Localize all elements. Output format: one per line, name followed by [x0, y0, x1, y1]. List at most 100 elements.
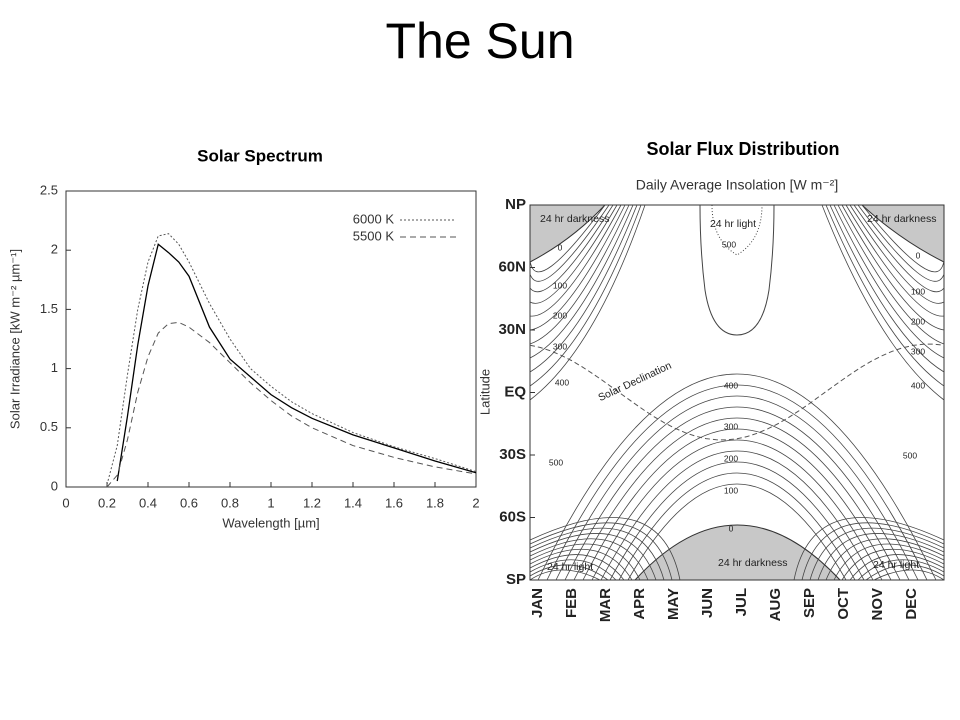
- contour-line: [817, 533, 945, 581]
- plot-frame: [529, 204, 945, 581]
- contour-line: [833, 543, 945, 581]
- slide-title: The Sun: [385, 13, 574, 69]
- contour-line: [809, 527, 945, 581]
- annotation: 24 hr darkness: [867, 213, 936, 225]
- x-tick-label: 0.8: [221, 495, 239, 510]
- x-tick-label: MAR: [597, 588, 614, 622]
- chart-title: Solar Spectrum: [197, 146, 323, 165]
- y-axis-label: Solar Irradiance [kW m⁻² µm⁻¹]: [7, 249, 22, 429]
- contour-label: 300: [553, 341, 567, 351]
- contour-line: [821, 204, 945, 401]
- contour-line: [529, 204, 642, 387]
- annotation: 24 hr light: [873, 559, 919, 571]
- annotation: 24 hr darkness: [718, 557, 787, 569]
- contour-line: [801, 522, 945, 581]
- x-tick-label: SEP: [801, 588, 818, 618]
- contour-line: [837, 204, 945, 345]
- contour-line: [861, 204, 945, 273]
- contour-line: [829, 204, 945, 373]
- x-tick-label: 0: [62, 495, 69, 510]
- x-tick-label: JAN: [529, 588, 546, 618]
- contour-line: [529, 548, 633, 581]
- x-tick-label: 2: [472, 495, 479, 510]
- y-tick-label: 2.5: [40, 182, 58, 197]
- contour-label: 400: [555, 377, 569, 387]
- contour-line: [857, 559, 945, 581]
- legend-label: 6000 K: [353, 211, 395, 226]
- contour-label: 500: [903, 450, 917, 460]
- contour-label: 200: [724, 453, 738, 463]
- contour-line: [529, 204, 618, 304]
- contour-line: [857, 204, 945, 282]
- contour-line: [529, 204, 630, 345]
- contour-line: [529, 559, 617, 581]
- contour-line: [529, 204, 638, 373]
- contour-line: [529, 527, 665, 581]
- contour-line: [865, 564, 945, 581]
- chart-subtitle: Daily Average Insolation [W m⁻²]: [636, 177, 838, 193]
- contour-line: [529, 517, 681, 581]
- y-tick-label: 1.5: [40, 301, 58, 316]
- contour-line: [529, 204, 610, 282]
- contour-line: [793, 517, 945, 581]
- contour-label: 0: [729, 523, 734, 533]
- y-tick-label: SP: [506, 571, 526, 588]
- contour-label: 0: [916, 250, 921, 260]
- y-tick-label: NP: [505, 196, 526, 213]
- contour-line: [853, 204, 945, 293]
- contour-line: [555, 395, 919, 581]
- contour-label: 400: [724, 380, 738, 390]
- x-axis-label: Wavelength [µm]: [222, 515, 319, 530]
- contour-line: [546, 384, 928, 581]
- contour-line: [833, 204, 945, 359]
- contour-label: 100: [911, 286, 925, 296]
- legend-label: 5500 K: [353, 228, 395, 243]
- contour-line: [529, 204, 634, 359]
- x-tick-label: JUN: [699, 588, 716, 618]
- x-tick-label: 0.6: [180, 495, 198, 510]
- contour-label: 400: [911, 380, 925, 390]
- contour-label: 0: [558, 242, 563, 252]
- y-tick-label: 30S: [499, 446, 526, 463]
- contour-line: [618, 472, 856, 581]
- contour-label: 100: [724, 485, 738, 495]
- contour-line: [841, 548, 945, 581]
- contour-line: [529, 204, 626, 331]
- contour-line: [529, 543, 641, 581]
- contour-line: [529, 538, 649, 581]
- contour-field: [529, 204, 945, 581]
- contour-line: [711, 204, 763, 256]
- x-tick-label: FEB: [563, 588, 580, 618]
- contour-label: 200: [911, 316, 925, 326]
- series-line: [106, 321, 477, 488]
- contour-line: [582, 428, 892, 581]
- x-tick-label: NOV: [869, 588, 886, 621]
- x-tick-label: APR: [631, 588, 648, 620]
- contour-line: [825, 204, 945, 387]
- dark-region: [860, 204, 945, 263]
- y-tick-label: 30N: [498, 321, 526, 338]
- contour-line: [591, 439, 883, 581]
- x-tick-label: OCT: [835, 588, 852, 620]
- y-tick-label: 60N: [498, 258, 526, 275]
- x-tick-label: MAY: [665, 588, 682, 620]
- series-line: [116, 243, 477, 482]
- contour-label: 100: [553, 280, 567, 290]
- contour-line: [529, 533, 657, 581]
- y-tick-label: 0: [51, 478, 58, 493]
- x-tick-label: 0.2: [98, 495, 116, 510]
- x-tick-label: 1.6: [385, 495, 403, 510]
- plot-frame: [65, 190, 477, 488]
- contour-line: [627, 483, 847, 581]
- contour-line: [845, 204, 945, 317]
- contour-line: [537, 373, 937, 581]
- contour-line: [529, 522, 673, 581]
- series-line: [106, 233, 477, 485]
- contour-line: [529, 564, 609, 581]
- declination-line: [529, 343, 945, 441]
- annotation: 24 hr darkness: [540, 213, 609, 225]
- x-tick-label: 0.4: [139, 495, 157, 510]
- contour-line: [600, 450, 874, 581]
- x-tick-label: 1.8: [426, 495, 444, 510]
